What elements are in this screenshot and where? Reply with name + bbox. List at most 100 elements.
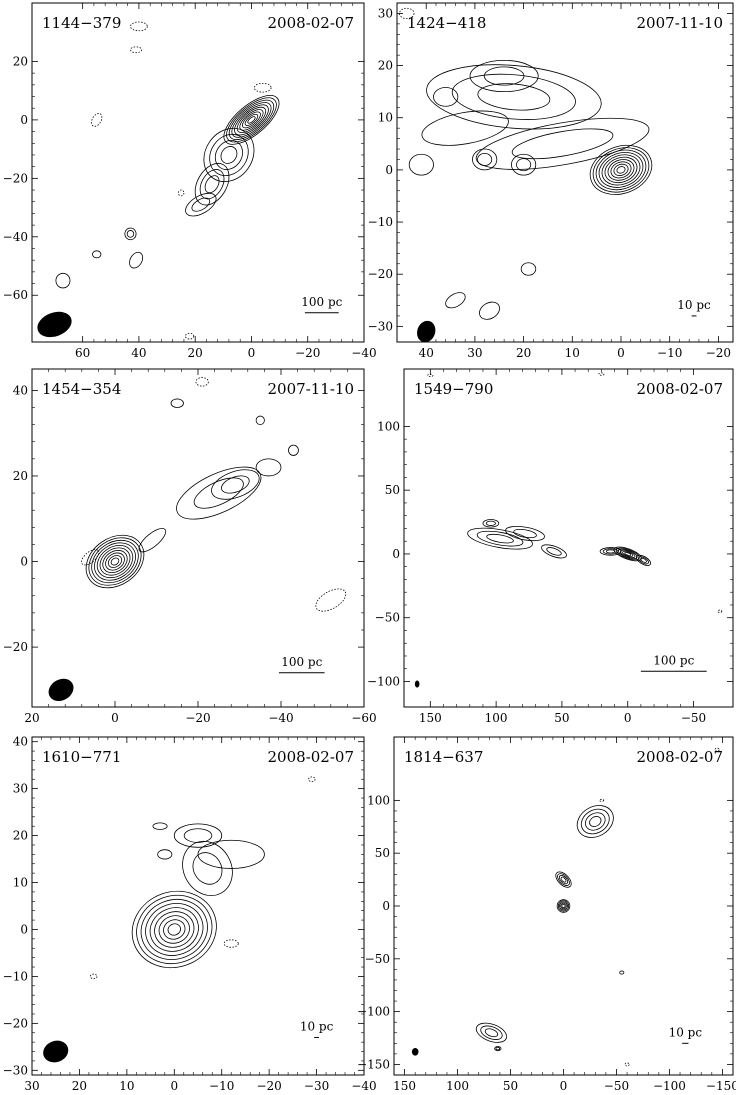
panel-1: 100 pc 60 40 20 0 −20 −40 20 0 −20 −40 −60 1144−379 2… — [3, 2, 377, 360]
x-tick-label: −20 — [256, 1079, 281, 1091]
contour-level — [99, 547, 131, 576]
contour-level — [472, 148, 498, 171]
negative-contour — [714, 747, 720, 752]
beam-ellipse — [411, 1047, 419, 1056]
contour-level — [145, 903, 204, 956]
negative-contour — [184, 332, 195, 340]
contour-level — [619, 970, 625, 975]
negative-contour — [91, 113, 103, 127]
contour-level — [154, 911, 195, 948]
observation-date: 2008-02-07 — [637, 748, 723, 766]
contour-map — [427, 372, 723, 614]
negative-contour — [399, 7, 415, 20]
contour-level — [589, 144, 653, 195]
contour-level — [55, 272, 71, 289]
scale-bar-label: 10 pc — [669, 1025, 703, 1039]
x-tick-label: 30 — [24, 1079, 39, 1091]
beam-ellipse — [48, 678, 74, 702]
x-tick-label: −50 — [604, 1079, 629, 1091]
x-tick-label: 40 — [419, 346, 434, 360]
contour-level — [483, 66, 525, 86]
contour-level — [482, 519, 500, 528]
y-tick-label: −150 — [357, 1057, 390, 1071]
contour-level — [616, 166, 626, 174]
x-tick-label: 100 — [446, 1079, 469, 1091]
source-name: 1424−418 — [407, 14, 486, 32]
y-tick-label: 0 — [382, 899, 390, 913]
contour-level — [209, 133, 249, 176]
contour-level — [520, 262, 537, 276]
contour-level — [185, 192, 217, 217]
x-tick-label: −40 — [268, 711, 293, 725]
contour-level — [640, 557, 647, 563]
x-tick-label: 20 — [72, 1079, 87, 1091]
contour-level — [494, 1046, 502, 1052]
y-tick-label: −40 — [3, 230, 28, 244]
contour-level — [124, 227, 137, 241]
x-tick-label: 150 — [419, 711, 442, 725]
x-tick-label: 0 — [617, 346, 625, 360]
contour-level — [592, 147, 650, 193]
observation-date: 2007-11-10 — [268, 380, 354, 398]
y-tick-label: 30 — [378, 6, 393, 20]
y-tick-label: 100 — [367, 793, 390, 807]
y-tick-label: −100 — [357, 1005, 390, 1019]
scale-bar-label: 100 pc — [281, 655, 322, 669]
contour-level — [163, 919, 186, 940]
y-tick-label: 100 — [377, 419, 400, 433]
contour-level — [131, 890, 217, 969]
y-tick-label: −30 — [3, 1063, 28, 1077]
contour-map — [55, 21, 280, 340]
panel-2: 10 pc 40 30 20 10 0 −10 −20 30 20 10 0 −10 −20 −30 1424… — [368, 2, 734, 360]
contour-level — [255, 458, 282, 477]
beam-ellipse — [417, 320, 436, 343]
contour-level — [138, 527, 167, 553]
y-tick-label: 10 — [378, 111, 393, 125]
contour-level — [558, 874, 569, 885]
y-tick-label: 30 — [13, 782, 28, 796]
scale-bar-label: 10 pc — [300, 1019, 334, 1033]
contour-level — [170, 398, 184, 408]
contour-map — [399, 7, 653, 320]
y-tick-label: −50 — [365, 952, 390, 966]
y-tick-label: 20 — [13, 54, 28, 68]
contour-level — [546, 547, 562, 556]
contour-level — [576, 805, 614, 838]
contour-level — [228, 99, 275, 141]
x-tick-label: 10 — [565, 346, 580, 360]
x-tick-label: 20 — [24, 711, 39, 725]
x-tick-label: −20 — [295, 346, 320, 360]
contour-level — [610, 161, 632, 179]
contour-level — [191, 197, 211, 212]
contour-level — [255, 415, 265, 426]
contour-level — [476, 530, 524, 547]
negative-contour — [195, 377, 209, 387]
x-tick-label: 0 — [248, 346, 256, 360]
beam-ellipse — [414, 680, 420, 688]
x-tick-label: −50 — [681, 711, 706, 725]
contour-level — [636, 554, 652, 566]
panel-6: 10 pc 150 100 50 0 −50 −100 −150 100 50 0 −50 −100 −1… — [357, 736, 736, 1093]
observation-date: 2008-02-07 — [637, 380, 723, 398]
x-tick-label: 20 — [516, 346, 531, 360]
contour-level — [157, 849, 173, 860]
contour-level — [107, 555, 123, 568]
contour-level — [192, 852, 223, 885]
contour-level — [477, 152, 493, 166]
contour-level — [140, 899, 208, 960]
contour-level — [485, 520, 496, 526]
contour-level — [560, 876, 567, 883]
x-tick-label: −10 — [209, 1079, 234, 1091]
scale-bar-label: 100 pc — [653, 653, 694, 667]
contour-level — [589, 816, 602, 827]
panel-frame — [393, 736, 734, 1076]
y-tick-label: 50 — [375, 846, 390, 860]
contour-level — [94, 542, 136, 581]
contour-level — [220, 146, 238, 164]
contour-level — [152, 822, 168, 830]
negative-contour — [130, 46, 143, 54]
negative-contour — [89, 973, 98, 980]
x-tick-label: 60 — [75, 346, 90, 360]
negative-contour — [315, 588, 347, 612]
